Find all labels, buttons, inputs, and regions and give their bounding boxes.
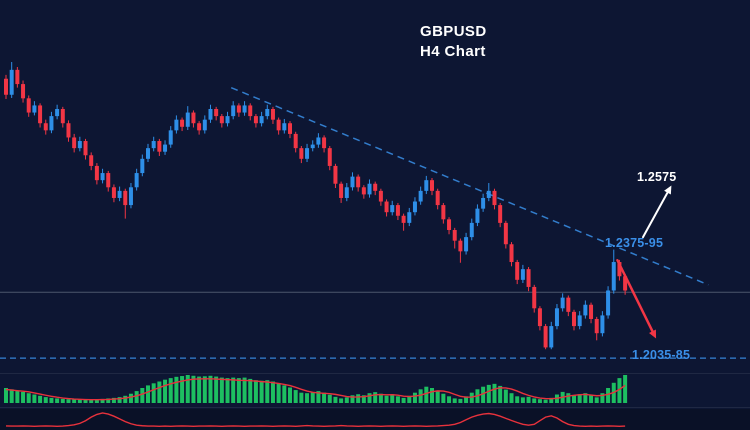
candles-layer <box>4 62 628 350</box>
symbol-label: GBPUSD <box>420 23 487 40</box>
resistance-zone-label: 1.2375-95 <box>605 236 664 250</box>
annotation-arrows-layer <box>616 185 672 339</box>
trendline-layer <box>230 86 709 286</box>
macd-histogram-layer <box>0 373 750 408</box>
support-zone-label: 1.2035-85 <box>632 348 691 362</box>
target-price-label: 1.2575 <box>637 170 677 184</box>
lower-oscillator-layer <box>0 409 750 430</box>
chart-title: GBPUSD H4 Chart <box>420 22 487 62</box>
timeframe-label: H4 Chart <box>420 43 486 60</box>
